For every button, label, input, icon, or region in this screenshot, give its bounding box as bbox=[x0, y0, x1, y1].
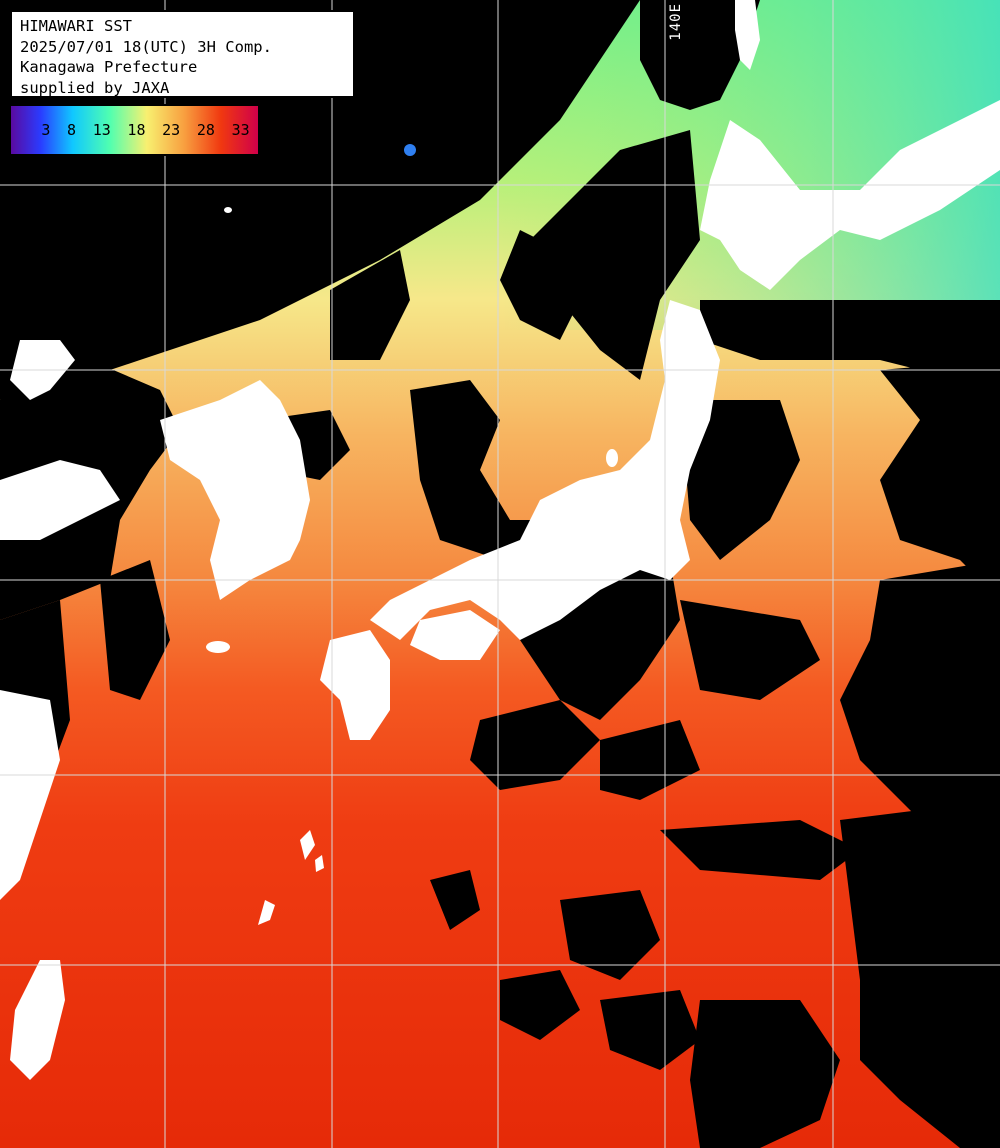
korea bbox=[160, 380, 310, 600]
taiwan bbox=[10, 960, 65, 1080]
sakhalin bbox=[735, 0, 760, 70]
jeju bbox=[206, 641, 230, 653]
small-islands bbox=[224, 207, 618, 467]
hokkaido bbox=[700, 100, 1000, 290]
scale-tick-5: 28 bbox=[196, 121, 215, 139]
honshu bbox=[370, 300, 720, 640]
longitude-label: 140E bbox=[668, 3, 684, 41]
amami bbox=[315, 855, 324, 872]
ryukyu bbox=[258, 900, 275, 925]
okinawa bbox=[300, 830, 315, 860]
credit-label: supplied by JAXA bbox=[20, 78, 170, 97]
china-coast bbox=[0, 460, 120, 540]
kyushu bbox=[320, 630, 390, 740]
scale-tick-1: 8 bbox=[67, 121, 77, 139]
info-box: HIMAWARI SST 2025/07/01 18(UTC) 3H Comp.… bbox=[10, 10, 355, 98]
cold-spot bbox=[404, 144, 416, 156]
timestamp: 2025/07/01 18(UTC) 3H Comp. bbox=[20, 37, 272, 56]
scale-tick-0: 3 bbox=[41, 121, 51, 139]
prefecture-label: Kanagawa Prefecture bbox=[20, 58, 198, 76]
land-masses bbox=[0, 0, 1000, 1080]
china-coast-south bbox=[0, 690, 60, 900]
product-title: HIMAWARI SST bbox=[20, 17, 132, 35]
scale-tick-3: 18 bbox=[127, 121, 146, 139]
scale-tick-4: 23 bbox=[162, 121, 181, 139]
scale-tick-2: 13 bbox=[92, 121, 111, 139]
color-scale-legend: 3 8 13 18 23 28 33 bbox=[9, 104, 260, 156]
scale-tick-6: 33 bbox=[231, 121, 250, 139]
shikoku bbox=[410, 610, 500, 660]
